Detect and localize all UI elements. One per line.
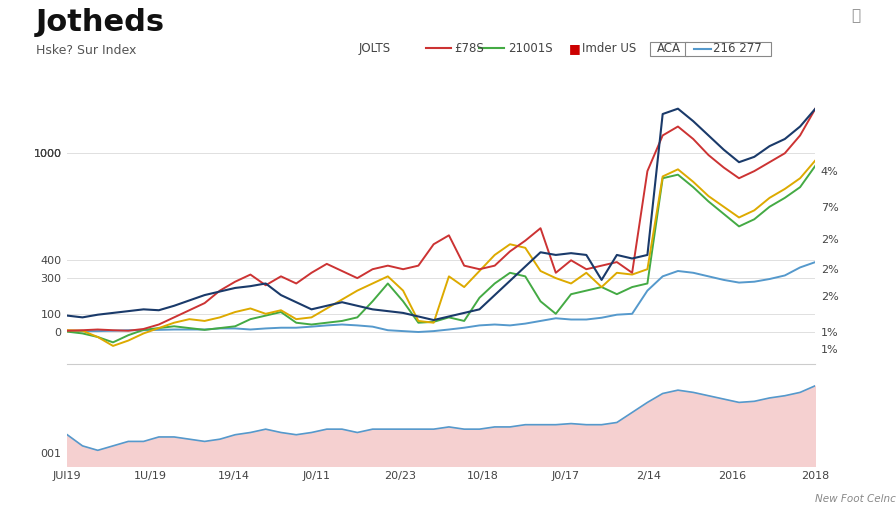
Text: Imder US: Imder US — [582, 42, 637, 55]
Text: Hske? Sur Index: Hske? Sur Index — [36, 44, 136, 56]
Text: 21001S: 21001S — [508, 42, 553, 55]
Text: £78S: £78S — [454, 42, 484, 55]
Text: ACA: ACA — [658, 42, 681, 55]
Text: JOLTS: JOLTS — [358, 42, 391, 55]
Text: New Foot Celncs: New Foot Celncs — [815, 494, 896, 504]
Text: Jotheds: Jotheds — [36, 8, 165, 37]
Text: ■: ■ — [569, 42, 581, 55]
Text: 216 277: 216 277 — [713, 42, 762, 55]
Text: 🔔: 🔔 — [851, 8, 860, 23]
